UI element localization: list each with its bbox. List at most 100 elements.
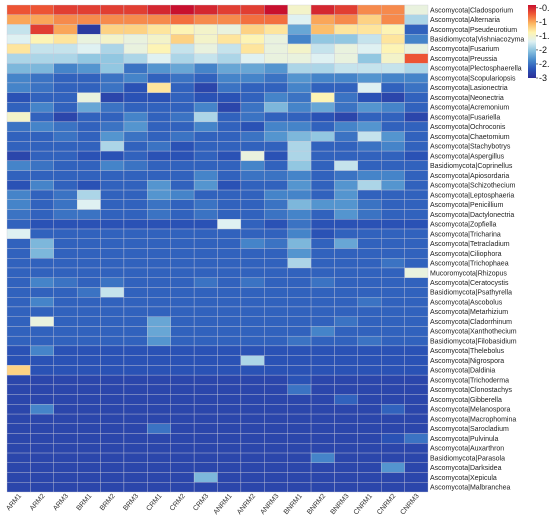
heatmap-cell	[30, 482, 54, 493]
heatmap-cell	[310, 180, 335, 191]
heatmap-cell	[264, 316, 288, 327]
heatmap-cell	[217, 413, 242, 424]
heatmap-cell	[53, 53, 78, 64]
heatmap-cell	[30, 131, 54, 142]
heatmap-cell	[30, 34, 54, 45]
heatmap-cell	[404, 462, 429, 473]
heatmap-cell	[170, 82, 195, 93]
heatmap-cell	[147, 4, 171, 15]
heatmap-cell	[100, 102, 125, 113]
heatmap-cell	[100, 413, 125, 424]
heatmap-cell	[287, 34, 312, 45]
heatmap-cell	[147, 150, 171, 162]
heatmap-cell	[217, 131, 242, 142]
heatmap-cell	[170, 209, 195, 220]
heatmap-cell	[53, 150, 78, 162]
heatmap-cell	[404, 14, 429, 25]
color-legend: -0.5 -1 -1.5 -2 -2.5 -3	[528, 3, 550, 83]
heatmap-cell	[123, 355, 148, 366]
heatmap-cell	[147, 443, 171, 454]
heatmap-cell	[404, 82, 429, 93]
heatmap-cell	[147, 413, 171, 424]
heatmap-cell	[170, 423, 195, 434]
heatmap-cell	[147, 365, 171, 376]
heatmap-cell	[381, 306, 405, 317]
heatmap-cell	[287, 199, 312, 210]
heatmap-cell	[100, 14, 125, 25]
heatmap-cell	[381, 180, 405, 191]
heatmap-cell	[357, 297, 382, 308]
heatmap-cell	[100, 121, 125, 132]
heatmap-cell	[310, 53, 335, 64]
column-label: CRM3	[192, 493, 210, 513]
heatmap-cell	[123, 228, 148, 239]
heatmap-cell	[240, 102, 265, 113]
heatmap-cell	[193, 404, 218, 415]
heatmap-cell	[217, 170, 242, 181]
heatmap-cell	[193, 63, 218, 74]
heatmap-cell	[264, 63, 288, 74]
heatmap-cell	[53, 258, 78, 269]
heatmap-cell	[30, 121, 54, 132]
heatmap-cell	[217, 4, 242, 15]
heatmap-cell	[240, 189, 265, 200]
heatmap-cell	[30, 316, 54, 327]
heatmap-cell	[53, 102, 78, 113]
heatmap-cell	[147, 297, 171, 308]
heatmap-cell	[123, 413, 148, 424]
heatmap-cell	[334, 482, 359, 493]
heatmap-cell	[310, 73, 335, 84]
legend-tick-label: -2.5	[539, 59, 550, 69]
heatmap-cell	[240, 111, 265, 123]
heatmap-cell	[287, 219, 312, 230]
heatmap-cell	[30, 219, 54, 230]
heatmap-cell	[240, 43, 265, 54]
heatmap-cell	[357, 394, 382, 405]
heatmap-cell	[53, 170, 78, 181]
heatmap-cell	[287, 24, 312, 35]
heatmap-cell	[404, 4, 429, 15]
heatmap-cell	[357, 228, 382, 239]
heatmap-cell	[170, 326, 195, 337]
heatmap-cell	[100, 228, 125, 239]
heatmap-cell	[193, 462, 218, 473]
heatmap-cell	[30, 394, 54, 405]
column-label: ARM2	[29, 493, 47, 512]
heatmap-cell	[287, 258, 312, 269]
heatmap-cell	[264, 326, 288, 337]
heatmap-cell	[6, 111, 31, 123]
heatmap-cell	[6, 277, 31, 288]
heatmap-cell	[76, 150, 101, 162]
heatmap-cell	[357, 34, 382, 45]
heatmap-cell	[404, 131, 429, 142]
heatmap-cell	[217, 24, 242, 35]
heatmap-cell	[100, 53, 125, 64]
heatmap-cell	[170, 24, 195, 35]
heatmap-cell	[240, 92, 265, 103]
heatmap-cell	[170, 404, 195, 415]
heatmap-cell	[240, 170, 265, 181]
heatmap-cell	[170, 238, 195, 249]
heatmap-cell	[147, 316, 171, 327]
legend-tick-label: -1.5	[539, 31, 550, 41]
heatmap-cell	[170, 53, 195, 64]
heatmap-cell	[147, 14, 171, 25]
column-label: CRM1	[145, 493, 163, 513]
heatmap-cell	[381, 102, 405, 113]
heatmap-cell	[264, 4, 288, 15]
heatmap-cell	[310, 189, 335, 200]
heatmap-cell	[404, 443, 429, 454]
heatmap-cell	[217, 238, 242, 249]
heatmap-cell	[217, 14, 242, 25]
heatmap-cell	[100, 150, 125, 162]
heatmap-cell	[357, 316, 382, 327]
heatmap-cell	[240, 472, 265, 483]
heatmap-cell	[193, 443, 218, 454]
row-label: Ascomycota|Cladosporium	[430, 7, 513, 14]
row-label: Ascomycota|Pseudeurotium	[430, 27, 517, 34]
heatmap-cell	[357, 180, 382, 191]
heatmap-cell	[147, 82, 171, 93]
heatmap-cell	[147, 423, 171, 434]
heatmap-cell	[30, 102, 54, 113]
heatmap-cell	[147, 404, 171, 415]
